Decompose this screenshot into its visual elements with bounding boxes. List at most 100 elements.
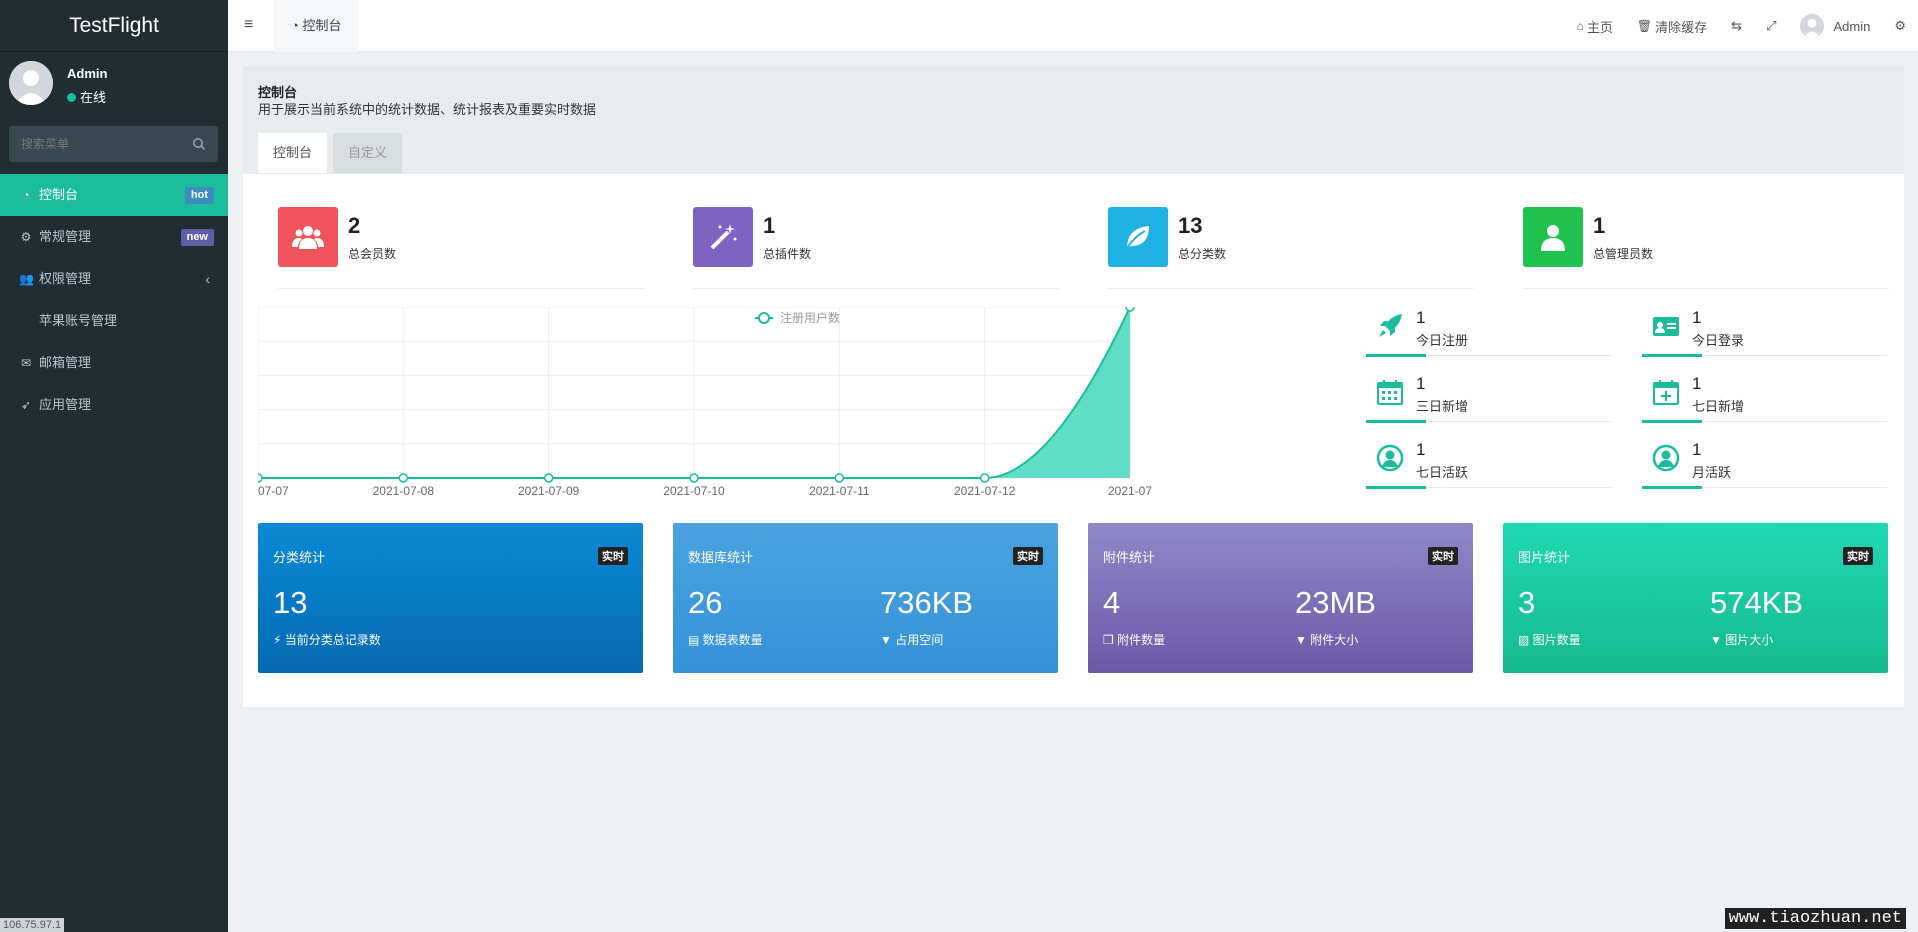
sidebar-item-email[interactable]: ✉ 邮箱管理 [0, 342, 228, 384]
ip-label: 106.75.97.1 [0, 918, 65, 932]
sidebar-item-permissions[interactable]: 👥 权限管理 ‹ [0, 258, 228, 300]
card-value: 26 [688, 585, 723, 620]
data-point [834, 473, 845, 483]
sidebar-item-general[interactable]: ⚙ 常规管理 new [0, 216, 228, 258]
data-point [253, 473, 263, 483]
card-title: 图片统计 [1518, 550, 1571, 565]
mini-value: 1 [1416, 440, 1426, 459]
user-panel: Admin 在线 [0, 52, 228, 118]
magic-icon [693, 207, 753, 267]
files-icon: ❐ [1103, 633, 1118, 647]
data-point [398, 473, 409, 483]
mini-label: 今日注册 [1416, 333, 1469, 348]
header-user-name: Admin [1833, 18, 1871, 34]
filter-icon: ▼ [1295, 633, 1311, 647]
home-link[interactable]: ⌂ 主页 [1565, 17, 1625, 36]
sidebar-item-label: 权限管理 [39, 271, 92, 286]
calendar-plus-icon [1653, 380, 1679, 405]
user-status: 在线 [67, 87, 106, 106]
sidebar-item-apple-accounts[interactable]: 苹果账号管理 [0, 300, 228, 342]
data-point [689, 473, 699, 483]
card-label-2: ▼ 图片大小 [1710, 633, 1774, 647]
card-title: 数据库统计 [688, 550, 754, 565]
settings-button[interactable]: ⚙ [1882, 18, 1918, 34]
card-title: 分类统计 [273, 550, 326, 565]
chart-legend-label: 注册用户数 [780, 310, 840, 325]
series-line [258, 306, 1131, 479]
rocket-icon: ➶ [20, 398, 32, 412]
stat-label: 总分类数 [1178, 247, 1227, 261]
panel-heading: 控制台 用于展示当前系统中的统计数据、统计报表及重要实时数据 控制台 自定义 [243, 66, 1904, 174]
status-dot-icon [67, 93, 76, 102]
home-label: 主页 [1586, 19, 1613, 35]
calendar-icon [1377, 380, 1403, 405]
cogs-icon: ⚙ [20, 230, 32, 244]
card-label: ▤ 数据表数量 [688, 633, 763, 647]
leaf-icon [1108, 207, 1168, 267]
realtime-badge: 实时 [1843, 547, 1873, 565]
mini-stat-3day-new: 1 三日新增 [1366, 372, 1611, 423]
search-icon[interactable] [192, 137, 206, 151]
card-label-2: ▼ 附件大小 [1295, 633, 1359, 647]
chart-svg: 07-07 2021-07-08 2021-07-09 2021-07-10 2021-… [253, 302, 1152, 498]
mini-stat-7day-active: 1 七日活跃 [1366, 438, 1611, 489]
data-point [543, 473, 554, 483]
chart-grid [257, 306, 1131, 479]
mini-label: 月活跃 [1692, 465, 1732, 480]
realtime-badge: 实时 [1428, 547, 1458, 565]
filter-icon: ▼ [1710, 633, 1726, 647]
mini-value: 1 [1416, 374, 1426, 393]
image-icon: ▨ [1518, 633, 1533, 647]
card-image-stats: 图片统计 实时 3 ▨ 图片数量 574KB ▼ 图片大小 [1503, 523, 1888, 673]
mini-stat-monthly-active: 1 月活跃 [1642, 438, 1887, 489]
trash-icon: 🗑 [1636, 19, 1653, 33]
card-value-2: 23MB [1295, 585, 1376, 620]
card-label: ❐ 附件数量 [1103, 633, 1166, 647]
sidebar-item-label: 应用管理 [39, 397, 92, 412]
mini-stat-today-login: 1 今日登录 [1642, 306, 1887, 357]
stat-value: 1 [763, 213, 776, 238]
mini-label: 三日新增 [1416, 399, 1469, 414]
tab-dashboard-panel[interactable]: 控制台 [258, 133, 328, 173]
dashboard-icon: ◔ [22, 188, 30, 202]
users-icon [278, 207, 338, 267]
chart-legend: 注册用户数 [755, 310, 840, 325]
data-point [979, 473, 990, 483]
stat-label: 总插件数 [763, 247, 812, 261]
card-value: 3 [1518, 585, 1536, 620]
sidebar-toggle-icon[interactable]: ≡ [244, 16, 254, 33]
card-label: ▨ 图片数量 [1518, 633, 1581, 647]
sidebar-item-label: 常规管理 [39, 229, 92, 244]
language-button[interactable]: ⇆ [1719, 18, 1754, 34]
magic-icon: ⚡ [273, 633, 285, 647]
sidebar-item-dashboard[interactable]: ◔ 控制台 hot [0, 174, 228, 216]
database-icon: ▤ [688, 633, 703, 647]
card-label: ⚡ 当前分类总记录数 [273, 633, 381, 647]
mini-stat-today-register: 1 今日注册 [1366, 306, 1611, 357]
x-tick-label: 2021-07-10 [663, 484, 725, 498]
x-tick-label: 2021-07 [1108, 484, 1152, 498]
sidebar: TestFlight Admin 在线 ◔ 控制台 hot ⚙ 常规管理 new 👥… [0, 0, 228, 932]
app-logo[interactable]: TestFlight [0, 0, 228, 52]
clear-cache-button[interactable]: 🗑 清除缓存 [1625, 17, 1719, 36]
user-menu[interactable]: Admin [1788, 14, 1882, 38]
tab-custom[interactable]: 自定义 [333, 133, 403, 173]
tab-label: 控制台 [302, 18, 342, 33]
search-input[interactable] [9, 126, 179, 162]
watermark: www.tiaozhuan.net [1724, 908, 1906, 929]
stat-value: 1 [1593, 213, 1606, 238]
mini-progress [1642, 420, 1887, 423]
tab-dashboard[interactable]: ◔ 控制台 [274, 0, 359, 52]
header-nav: ⌂ 主页 🗑 清除缓存 ⇆ ⤢ Admin ⚙ [1565, 0, 1918, 52]
cogs-icon: ⚙ [1894, 18, 1906, 33]
user-status-text: 在线 [80, 90, 107, 105]
x-tick-label: 2021-07-12 [954, 484, 1016, 498]
mini-label: 今日登录 [1692, 333, 1745, 348]
page-title: 控制台 [258, 85, 298, 100]
sidebar-item-apps[interactable]: ➶ 应用管理 [0, 384, 228, 426]
avatar [1800, 14, 1825, 38]
fullscreen-button[interactable]: ⤢ [1754, 18, 1788, 34]
mini-progress [1366, 420, 1611, 423]
clear-cache-label: 清除缓存 [1655, 19, 1708, 35]
fullscreen-icon: ⤢ [1766, 18, 1777, 33]
